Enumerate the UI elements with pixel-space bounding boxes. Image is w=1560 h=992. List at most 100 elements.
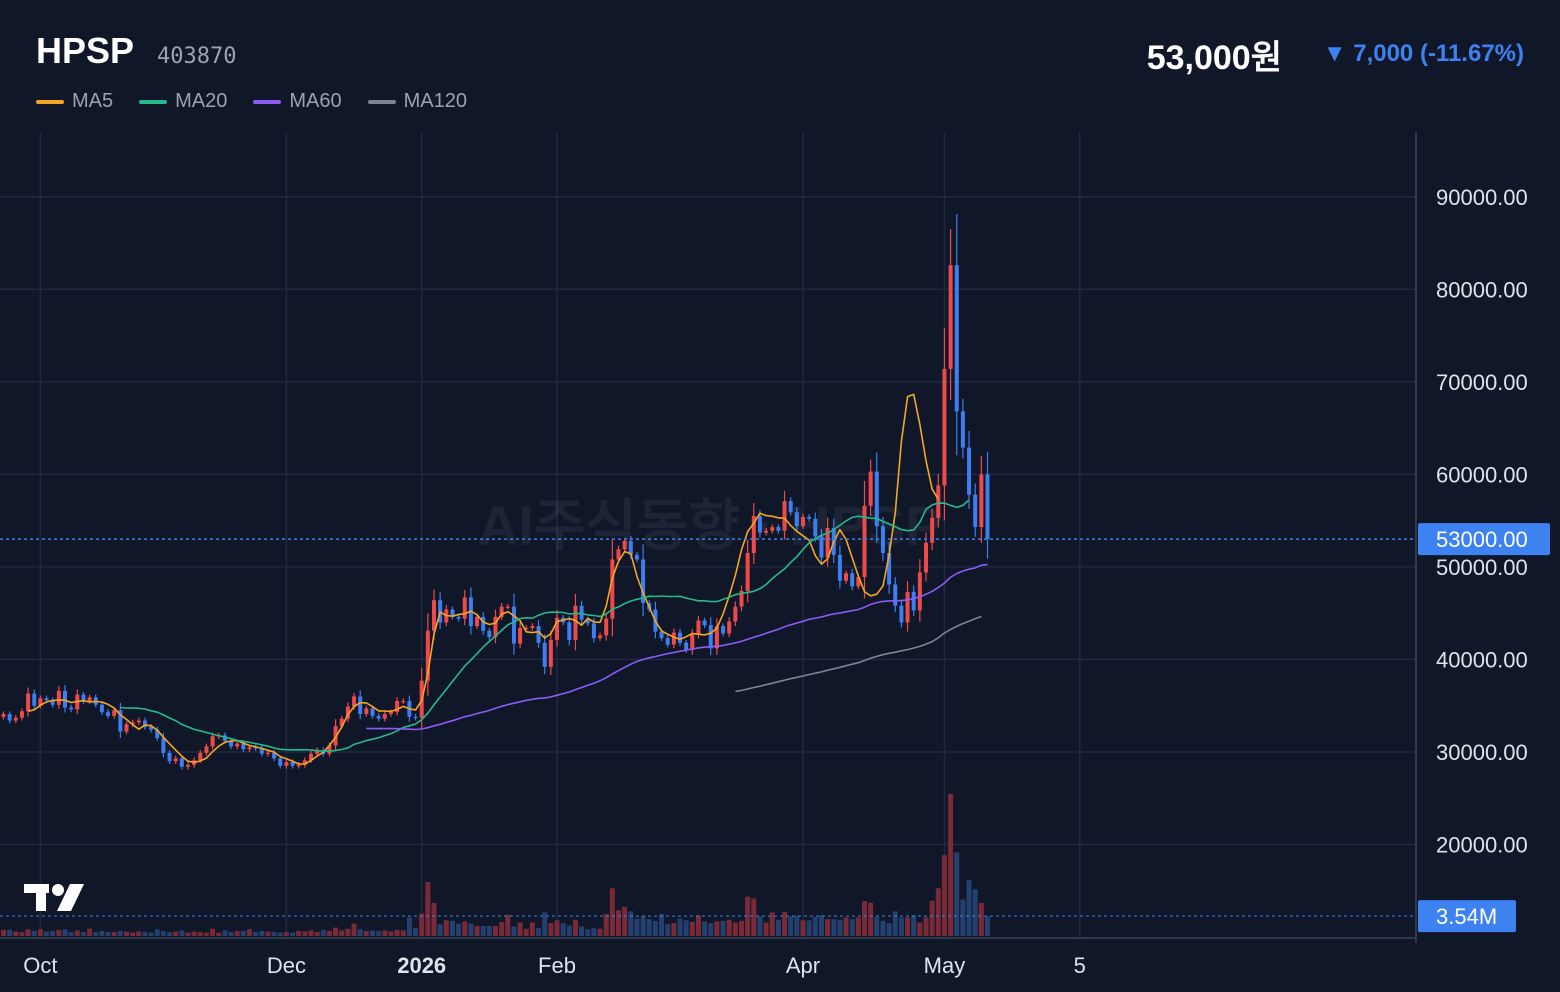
volume-bar xyxy=(985,916,990,936)
volume-bar xyxy=(923,917,929,936)
candle-body xyxy=(844,573,849,581)
volume-bar xyxy=(167,932,173,936)
tradingview-logo-icon[interactable] xyxy=(24,884,84,911)
candle-body xyxy=(665,638,670,645)
candle-body xyxy=(536,626,541,643)
volume-bar xyxy=(978,902,984,936)
volume-bar xyxy=(585,929,591,936)
volume-bar xyxy=(413,928,419,936)
grid xyxy=(0,132,1417,943)
candle-body xyxy=(345,706,350,719)
legend-swatch xyxy=(139,99,168,104)
candle-body xyxy=(770,527,775,531)
volume-bar xyxy=(191,931,197,936)
legend-swatch xyxy=(367,99,396,104)
candle-body xyxy=(204,746,209,753)
ticker-code: 403870 xyxy=(157,44,237,69)
time-tick-label: Apr xyxy=(786,953,820,978)
volume-bar xyxy=(68,932,74,936)
candle-body xyxy=(32,693,37,706)
volume-bar xyxy=(443,920,449,936)
candle-body xyxy=(456,616,461,619)
candle-body xyxy=(13,717,18,721)
volume-bar xyxy=(50,930,56,936)
candle-body xyxy=(671,632,676,645)
candle-body xyxy=(641,559,646,603)
legend-item-ma5[interactable]: MA5 xyxy=(36,90,113,113)
volume-bar xyxy=(812,916,818,936)
volume-bar xyxy=(960,899,966,936)
volume-bar xyxy=(542,912,548,936)
candle-body xyxy=(591,623,596,639)
time-tick-label: 2026 xyxy=(397,953,446,978)
candle-body xyxy=(714,626,719,649)
volume-bar xyxy=(646,919,652,936)
candle-body xyxy=(376,715,381,719)
volume-bar xyxy=(136,931,142,936)
volume-bar xyxy=(480,925,486,936)
volume-bar xyxy=(917,922,923,936)
volume-bar xyxy=(203,932,209,936)
ma120-line xyxy=(735,615,982,693)
candle-body xyxy=(930,517,935,543)
candle-body xyxy=(99,704,104,713)
volume-bar xyxy=(148,932,154,936)
candle-body xyxy=(776,527,781,531)
candle-body xyxy=(616,549,621,560)
candle-body xyxy=(38,698,43,706)
candle-body xyxy=(118,710,123,732)
candle-body xyxy=(678,632,682,643)
candle-body xyxy=(339,718,344,727)
ma-legend: MA5 MA20 MA60 MA120 xyxy=(36,90,467,113)
legend-item-ma120[interactable]: MA120 xyxy=(367,90,467,113)
volume-bar xyxy=(775,919,781,936)
candle-body xyxy=(973,494,978,528)
volume-bar xyxy=(376,930,382,936)
legend-item-ma20[interactable]: MA20 xyxy=(139,90,227,113)
volume-bar xyxy=(160,930,166,936)
volume-bar xyxy=(695,915,701,936)
candle-body xyxy=(235,743,240,747)
candle-body xyxy=(628,540,633,555)
last-volume-label: 3.54M xyxy=(1436,904,1497,929)
price-change: ▼ 7,000 (-11.67%) xyxy=(1322,40,1524,67)
volume-bar xyxy=(597,928,603,936)
candle-body xyxy=(837,554,842,581)
candle-body xyxy=(690,634,695,651)
volume-bar xyxy=(265,931,271,936)
candle-body xyxy=(155,729,160,739)
candle-body xyxy=(942,368,947,486)
volume-bar xyxy=(572,919,578,936)
volume-bar xyxy=(173,931,179,936)
volume-bar xyxy=(757,916,763,936)
volume-bar xyxy=(382,930,388,936)
volume-bar xyxy=(124,931,129,936)
volume-bar xyxy=(449,920,455,936)
candle-body xyxy=(475,616,480,627)
time-axis[interactable]: Oct Dec 2026 Feb Apr May 5 xyxy=(23,953,1086,978)
last-price-badge xyxy=(1418,523,1550,556)
legend-swatch xyxy=(36,99,64,104)
volume-bar xyxy=(419,913,425,936)
volume-bar xyxy=(240,930,246,936)
volume-bar xyxy=(948,793,954,936)
volume-bar xyxy=(566,925,572,936)
candle-body xyxy=(905,591,910,623)
candle-body xyxy=(917,572,922,611)
volume-bar xyxy=(763,922,769,936)
volume-bar xyxy=(536,928,542,936)
volume-bar xyxy=(179,930,185,936)
candle-body xyxy=(487,630,492,638)
legend-item-ma60[interactable]: MA60 xyxy=(253,90,342,113)
volume-bar xyxy=(745,896,751,936)
volume-bar xyxy=(726,919,732,936)
candle-body xyxy=(585,619,590,624)
candle-body xyxy=(813,518,818,537)
candle-body xyxy=(425,630,430,681)
candle-body xyxy=(81,694,86,702)
price-axis[interactable]: 90000.00 80000.00 70000.00 60000.00 50000.00… xyxy=(1418,185,1550,933)
candle-body xyxy=(124,724,129,732)
